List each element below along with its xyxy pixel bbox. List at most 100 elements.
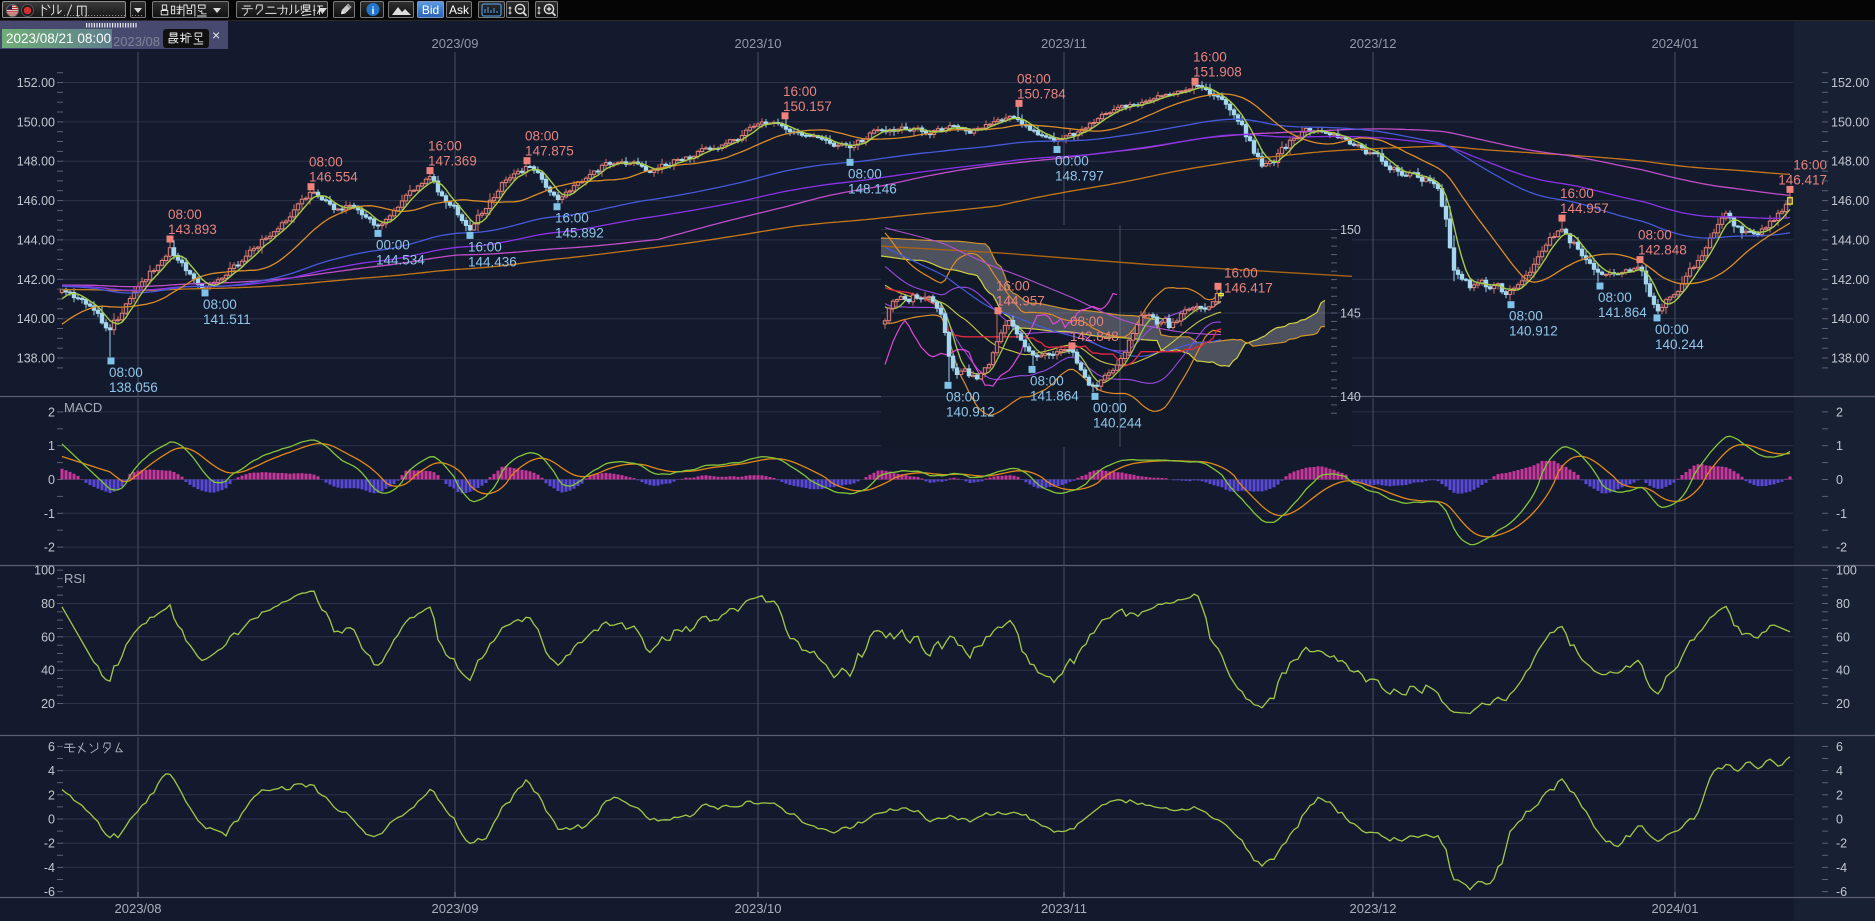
svg-text:08:00: 08:00 [1017,71,1051,86]
svg-text:6: 6 [48,740,55,754]
svg-text:151.908: 151.908 [1193,64,1242,79]
svg-text:2023/11: 2023/11 [1041,36,1087,51]
svg-text:140.912: 140.912 [1509,324,1558,339]
svg-text:08:00: 08:00 [946,389,980,404]
svg-text:152.00: 152.00 [1831,76,1869,90]
svg-text:140.912: 140.912 [946,404,995,419]
svg-text:20: 20 [41,697,55,711]
svg-text:08:00: 08:00 [309,155,343,170]
svg-text:16:00: 16:00 [428,139,462,154]
svg-text:40: 40 [1836,664,1850,678]
svg-text:145.892: 145.892 [555,226,604,241]
svg-text:140.00: 140.00 [17,312,55,326]
svg-text:140.244: 140.244 [1655,337,1704,352]
svg-text:0: 0 [1836,813,1843,827]
svg-text:146.417: 146.417 [1224,280,1273,295]
svg-text:146.554: 146.554 [309,170,358,185]
svg-text:08:00: 08:00 [1509,309,1543,324]
svg-text:MACD: MACD [64,400,102,415]
svg-text:00:00: 00:00 [1055,154,1089,169]
svg-text:1: 1 [1836,439,1843,453]
svg-text:16:00: 16:00 [1560,186,1594,201]
svg-text:150.00: 150.00 [1831,115,1869,129]
svg-text:2024/01: 2024/01 [1652,901,1699,916]
svg-text:-6: -6 [1836,885,1847,899]
svg-text:2: 2 [48,405,55,419]
svg-text:00:00: 00:00 [376,237,410,252]
svg-text:2023/12: 2023/12 [1350,901,1397,916]
svg-text:141.864: 141.864 [1030,388,1079,403]
svg-text:2023/10: 2023/10 [735,901,782,916]
svg-text:08:00: 08:00 [1598,290,1632,305]
svg-text:00:00: 00:00 [1093,400,1127,415]
svg-text:0: 0 [48,813,55,827]
svg-text:142.848: 142.848 [1638,243,1687,258]
svg-text:2023/11: 2023/11 [1041,901,1087,916]
svg-text:150.157: 150.157 [783,99,832,114]
svg-text:138.00: 138.00 [17,352,55,366]
svg-text:144.00: 144.00 [1831,233,1869,247]
svg-text:RSI: RSI [64,571,86,586]
svg-text:60: 60 [41,630,55,644]
svg-text:2: 2 [1836,405,1843,419]
svg-text:146.00: 146.00 [1831,194,1869,208]
svg-text:144.957: 144.957 [1560,201,1609,216]
svg-text:146.417: 146.417 [1778,172,1827,187]
svg-text:152.00: 152.00 [17,76,55,90]
svg-text:40: 40 [41,664,55,678]
svg-text:20: 20 [1836,697,1850,711]
svg-text:08:00: 08:00 [203,297,237,312]
svg-text:2023/10: 2023/10 [735,36,782,51]
svg-text:141.511: 141.511 [203,312,251,327]
svg-text:140: 140 [1340,390,1361,404]
svg-text:08:00: 08:00 [848,166,882,181]
svg-text:16:00: 16:00 [783,84,817,99]
svg-text:08:00: 08:00 [1030,373,1064,388]
svg-text:16:00: 16:00 [996,279,1030,294]
svg-text:2: 2 [1836,788,1843,802]
svg-text:-2: -2 [44,541,55,555]
svg-text:2023/08: 2023/08 [115,901,162,916]
svg-text:2024/01: 2024/01 [1652,36,1699,51]
svg-text:6: 6 [1836,740,1843,754]
svg-text:147.875: 147.875 [525,144,574,159]
svg-text:0: 0 [1836,473,1843,487]
svg-text:100: 100 [1836,564,1857,578]
svg-text:144.534: 144.534 [376,252,425,267]
svg-text:08:00: 08:00 [1070,314,1104,329]
svg-text:143.893: 143.893 [168,222,217,237]
svg-text:08:00: 08:00 [525,129,559,144]
svg-text:-2: -2 [1836,541,1847,555]
svg-text:-1: -1 [44,507,55,521]
svg-text:142.848: 142.848 [1070,329,1119,344]
svg-text:80: 80 [1836,597,1850,611]
svg-text:80: 80 [41,597,55,611]
svg-text:2023/12: 2023/12 [1350,36,1397,51]
svg-text:2023/09: 2023/09 [432,901,479,916]
svg-text:16:00: 16:00 [1793,157,1827,172]
svg-text:16:00: 16:00 [555,211,589,226]
svg-text:2023/09: 2023/09 [432,36,479,51]
svg-text:1: 1 [48,439,55,453]
svg-text:142.00: 142.00 [17,273,55,287]
svg-text:-2: -2 [44,837,55,851]
svg-text:08:00: 08:00 [1638,228,1672,243]
svg-text:-2: -2 [1836,837,1847,851]
svg-text:00:00: 00:00 [1655,322,1689,337]
svg-text:147.369: 147.369 [428,154,477,169]
svg-text:148.00: 148.00 [1831,155,1869,169]
svg-text:140.00: 140.00 [1831,312,1869,326]
svg-text:150: 150 [1340,223,1361,237]
svg-text:16:00: 16:00 [1224,265,1258,280]
svg-text:4: 4 [48,764,55,778]
svg-text:08:00: 08:00 [168,207,202,222]
svg-text:141.864: 141.864 [1598,305,1647,320]
svg-text:-1: -1 [1836,507,1847,521]
svg-text:i: i [372,6,375,17]
svg-text:148.146: 148.146 [848,181,897,196]
svg-text:08:00: 08:00 [109,365,143,380]
svg-text:144.957: 144.957 [996,294,1045,309]
svg-text:148.797: 148.797 [1055,169,1104,184]
svg-text:16:00: 16:00 [468,239,502,254]
svg-text:150.784: 150.784 [1017,86,1066,101]
